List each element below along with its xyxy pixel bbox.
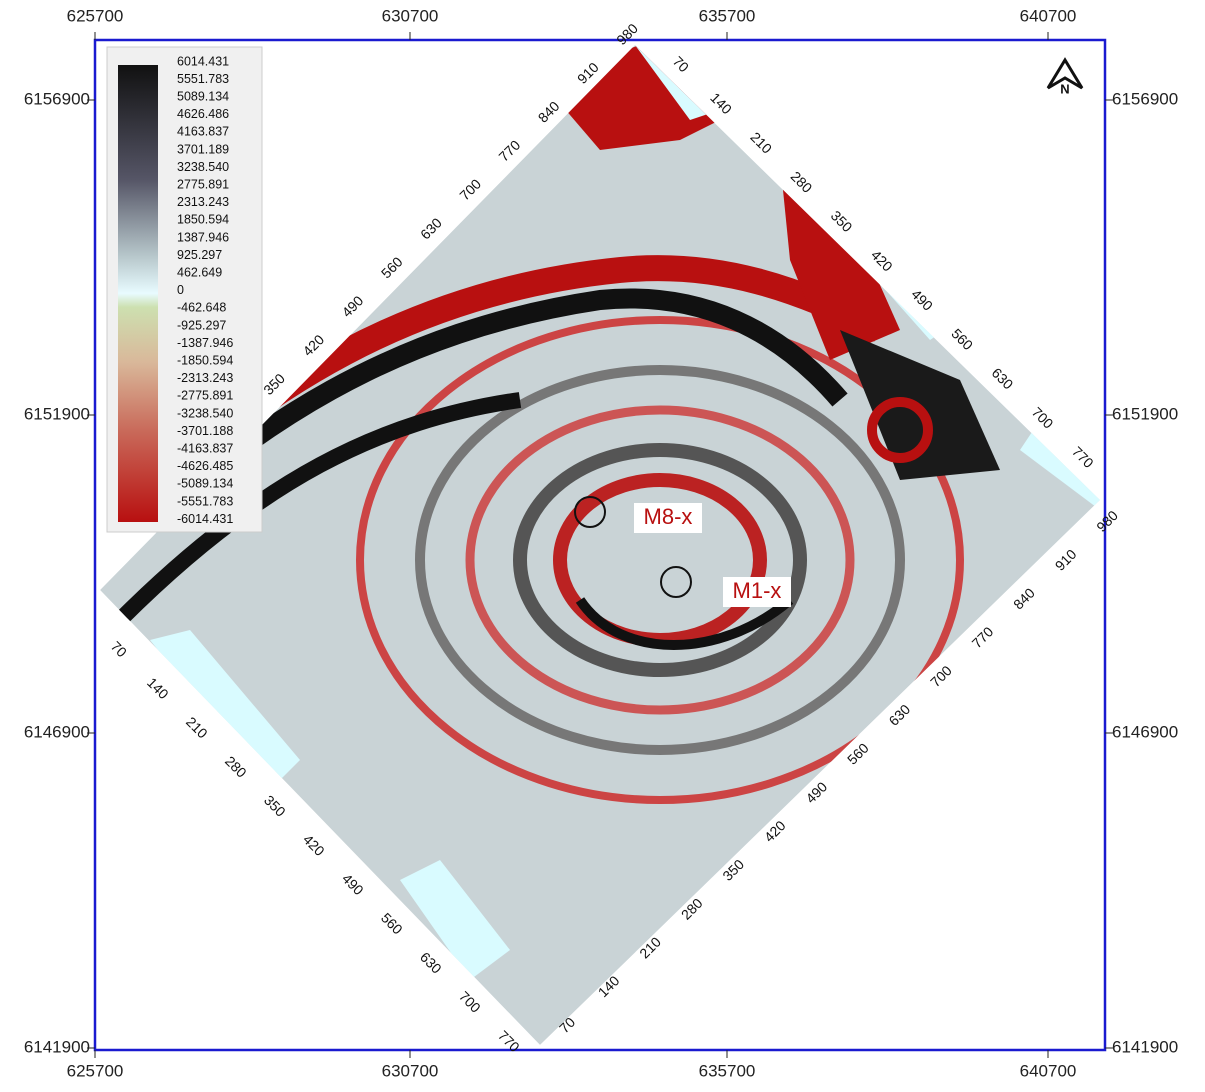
- legend-label: 5089.134: [177, 89, 229, 103]
- legend-label: -6014.431: [177, 512, 233, 526]
- edge-label: 490: [339, 870, 367, 898]
- north-label: N: [1060, 81, 1069, 96]
- edge-label: 560: [948, 325, 976, 353]
- legend-label: 2775.891: [177, 177, 229, 191]
- legend-label: 1850.594: [177, 213, 229, 227]
- edge-label: 700: [456, 988, 484, 1016]
- edge-label: 560: [378, 910, 406, 938]
- edge-label: 490: [908, 286, 936, 314]
- legend-label: -3238.540: [177, 406, 233, 420]
- edge-label: 350: [828, 207, 856, 235]
- legend-label: -1387.946: [177, 336, 233, 350]
- edge-label: 560: [378, 253, 406, 281]
- x-tick-label: 635700: [699, 6, 756, 25]
- y-tick-label: 6146900: [24, 722, 90, 741]
- edge-label: 630: [417, 214, 445, 242]
- edge-label: 70: [108, 638, 130, 660]
- edge-label: 910: [1052, 546, 1080, 574]
- y-tick-label: 6156900: [24, 89, 90, 108]
- y-tick-label: 6156900: [1112, 89, 1178, 108]
- y-tick-label: 6151900: [1112, 404, 1178, 423]
- x-tick-label: 625700: [67, 1061, 124, 1080]
- edge-label: 700: [456, 176, 484, 204]
- edge-label: 630: [989, 365, 1017, 393]
- legend-label: -4163.837: [177, 441, 233, 455]
- legend-label: -2775.891: [177, 389, 233, 403]
- edge-label: 210: [747, 129, 775, 157]
- x-tick-label: 630700: [382, 6, 439, 25]
- legend-label: 1387.946: [177, 230, 229, 244]
- legend-label: -1850.594: [177, 353, 233, 367]
- edge-label: 490: [339, 292, 367, 320]
- edge-label: 140: [144, 674, 172, 702]
- legend-label: 925.297: [177, 248, 222, 262]
- x-tick-label: 625700: [67, 6, 124, 25]
- edge-label: 630: [885, 701, 913, 729]
- edge-label: 70: [670, 53, 692, 75]
- edge-label: 980: [1093, 507, 1121, 535]
- legend-label: 4626.486: [177, 107, 229, 121]
- edge-label: 420: [868, 247, 896, 275]
- edge-label: 700: [927, 662, 955, 690]
- edge-label: 280: [788, 168, 816, 196]
- edge-label: 840: [535, 98, 563, 126]
- legend-label: 6014.431: [177, 54, 229, 68]
- edge-label: 700: [1029, 404, 1057, 432]
- well-label: M8-x: [644, 504, 693, 529]
- legend-label: -5089.134: [177, 477, 233, 491]
- y-tick-label: 6141900: [24, 1037, 90, 1056]
- y-tick-label: 6146900: [1112, 722, 1178, 741]
- legend-label: 2313.243: [177, 195, 229, 209]
- y-tick-label: 6151900: [24, 404, 90, 423]
- legend-label: -2313.243: [177, 371, 233, 385]
- edge-label: 140: [707, 89, 735, 117]
- edge-label: 910: [574, 59, 602, 87]
- edge-label: 630: [417, 949, 445, 977]
- legend-label: -5551.783: [177, 494, 233, 508]
- legend-label: -3701.188: [177, 424, 233, 438]
- edge-label: 770: [969, 623, 997, 651]
- y-tick-label: 6141900: [1112, 1037, 1178, 1056]
- x-tick-label: 630700: [382, 1061, 439, 1080]
- edge-label: 840: [1010, 585, 1038, 613]
- legend-label: 0: [177, 283, 184, 297]
- x-tick-label: 640700: [1020, 6, 1077, 25]
- legend-label: -925.297: [177, 318, 226, 332]
- color-bar: [118, 65, 158, 522]
- edge-label: 350: [260, 370, 288, 398]
- x-tick-label: 635700: [699, 1061, 756, 1080]
- edge-label: 350: [261, 792, 289, 820]
- edge-label: 770: [496, 137, 524, 165]
- edge-label: 770: [1069, 443, 1097, 471]
- legend-label: 3701.189: [177, 142, 229, 156]
- edge-label: 280: [222, 753, 250, 781]
- legend-label: -462.648: [177, 301, 226, 315]
- seismic-map: 6257006257006307006307006357006357006407…: [0, 0, 1205, 1087]
- legend-label: 3238.540: [177, 160, 229, 174]
- edge-label: 210: [183, 714, 211, 742]
- legend-label: 4163.837: [177, 125, 229, 139]
- legend-label: -4626.485: [177, 459, 233, 473]
- edge-label: 980: [613, 20, 641, 48]
- well-label: M1-x: [733, 578, 782, 603]
- x-tick-label: 640700: [1020, 1061, 1077, 1080]
- edge-label: 420: [299, 331, 327, 359]
- edge-label: 420: [300, 831, 328, 859]
- legend-label: 462.649: [177, 265, 222, 279]
- legend-label: 5551.783: [177, 72, 229, 86]
